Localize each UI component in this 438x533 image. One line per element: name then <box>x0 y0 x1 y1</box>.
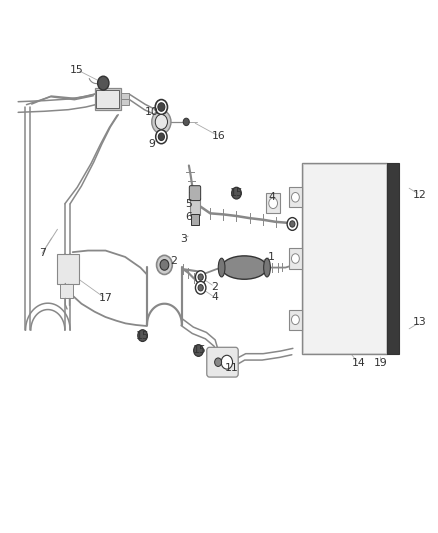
Circle shape <box>183 118 189 126</box>
Text: 10: 10 <box>145 107 158 117</box>
Text: 4: 4 <box>211 292 218 302</box>
Text: 15: 15 <box>136 330 149 341</box>
Circle shape <box>221 356 233 369</box>
Text: 11: 11 <box>225 362 239 373</box>
Bar <box>289 187 302 207</box>
Circle shape <box>290 221 295 227</box>
Circle shape <box>155 115 167 130</box>
Bar <box>387 163 399 354</box>
Circle shape <box>215 358 222 367</box>
Ellipse shape <box>218 258 225 277</box>
Circle shape <box>155 100 167 115</box>
Text: 5: 5 <box>185 199 192 209</box>
FancyBboxPatch shape <box>189 185 201 200</box>
Text: 15: 15 <box>192 345 206 356</box>
Circle shape <box>98 76 109 90</box>
Bar <box>190 198 200 215</box>
Circle shape <box>138 330 148 342</box>
Circle shape <box>158 103 165 111</box>
Text: 6: 6 <box>185 212 192 222</box>
Text: 9: 9 <box>148 139 155 149</box>
Bar <box>303 165 386 353</box>
Circle shape <box>195 271 206 284</box>
Bar <box>289 248 302 269</box>
Text: 1: 1 <box>268 252 275 262</box>
Text: 2: 2 <box>170 256 177 266</box>
Circle shape <box>269 198 278 208</box>
Circle shape <box>152 110 171 134</box>
Bar <box>121 99 129 106</box>
Bar <box>96 90 120 108</box>
Circle shape <box>287 217 297 230</box>
Circle shape <box>158 133 164 141</box>
Text: 13: 13 <box>413 317 427 327</box>
Bar <box>121 93 129 99</box>
Circle shape <box>195 281 206 294</box>
Circle shape <box>291 254 299 263</box>
Bar <box>266 193 280 213</box>
Bar <box>191 214 199 224</box>
Text: 7: 7 <box>39 248 46 258</box>
Circle shape <box>155 130 167 144</box>
Text: 4: 4 <box>268 192 275 203</box>
Bar <box>57 254 79 284</box>
Bar <box>289 310 302 330</box>
Bar <box>302 163 387 354</box>
FancyBboxPatch shape <box>207 348 238 377</box>
Circle shape <box>198 285 203 291</box>
Bar <box>60 284 73 298</box>
Ellipse shape <box>222 256 267 279</box>
Text: 2: 2 <box>211 282 218 292</box>
Text: 17: 17 <box>99 293 113 303</box>
Circle shape <box>291 315 299 325</box>
Text: 16: 16 <box>212 131 226 141</box>
Circle shape <box>156 255 172 274</box>
Circle shape <box>194 345 203 357</box>
Text: 15: 15 <box>70 65 84 75</box>
Ellipse shape <box>264 258 270 277</box>
Text: 3: 3 <box>180 234 187 244</box>
Circle shape <box>160 260 169 270</box>
Circle shape <box>232 187 241 199</box>
Text: 12: 12 <box>413 190 427 200</box>
Bar <box>95 88 121 110</box>
Circle shape <box>291 192 299 202</box>
Text: 14: 14 <box>352 358 366 368</box>
Text: 15: 15 <box>230 188 244 198</box>
Text: 19: 19 <box>374 358 388 368</box>
Circle shape <box>198 274 203 280</box>
